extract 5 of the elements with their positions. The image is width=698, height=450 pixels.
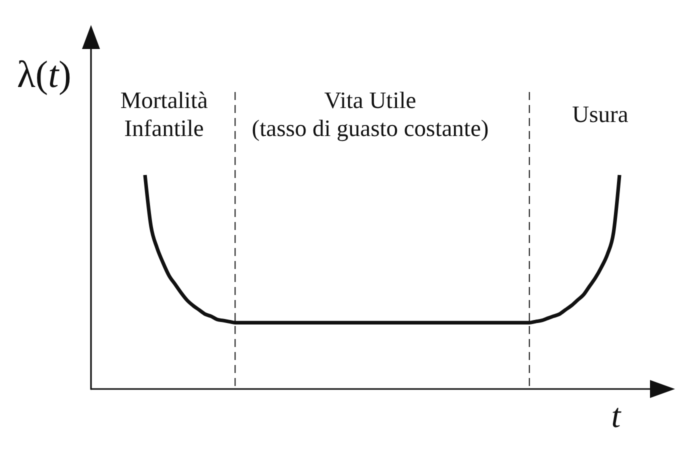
y-axis-title: λ(t): [17, 54, 72, 96]
text: Usura: [572, 102, 629, 128]
text: Vita Utile (tasso di guasto costante): [252, 88, 489, 142]
text: Mortalità Infantile: [120, 88, 208, 142]
x-axis-title: t: [611, 398, 622, 435]
